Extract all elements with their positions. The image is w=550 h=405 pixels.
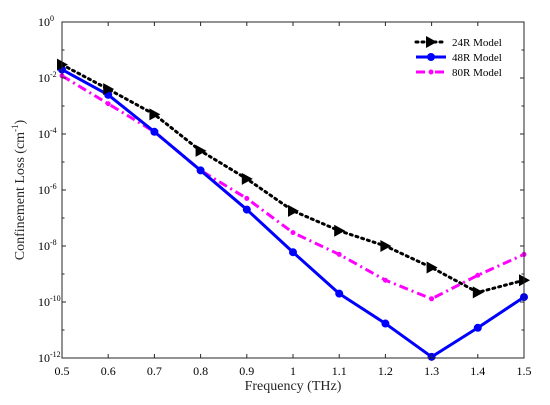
plot-frame: [61, 21, 525, 359]
series-line: [60, 63, 526, 294]
data-point: [381, 319, 390, 328]
data-point: [472, 286, 484, 299]
legend-label: 80R Model: [452, 67, 502, 79]
y-tick-label: 10-10: [38, 294, 61, 309]
y-axis-label-close: ): [13, 119, 28, 124]
data-point: [289, 248, 297, 257]
data-point: [241, 172, 253, 185]
data-point: [288, 204, 299, 217]
data-point: [382, 277, 388, 283]
data-point: [103, 83, 115, 96]
x-tick-label: 1.5: [517, 364, 532, 378]
y-tick-label: 10-2: [38, 70, 57, 85]
data-point: [196, 166, 205, 175]
legend-label: 48R Model: [452, 52, 502, 64]
x-tick-label: 1.3: [424, 364, 439, 378]
legend-item: 80R Model: [416, 67, 502, 79]
y-tick-label: 100: [38, 14, 54, 29]
legend-item: 48R Model: [416, 52, 502, 64]
legend-swatch-marker: [427, 53, 435, 61]
data-point: [149, 108, 161, 121]
y-tick-label: 10-4: [38, 126, 57, 141]
y-axis-label-sup: -1: [10, 124, 20, 132]
data-point: [335, 289, 344, 298]
x-tick-label: 0.7: [147, 364, 162, 378]
legend-label: 24R Model: [452, 37, 502, 49]
x-tick-label: 0.5: [55, 364, 70, 378]
data-point: [244, 195, 250, 201]
x-axis-label: Frequency (THz): [245, 379, 342, 394]
y-tick-label: 10-12: [38, 350, 61, 365]
data-point: [334, 224, 346, 237]
series-48r-model: [58, 65, 528, 361]
legend-item: 24R Model: [414, 36, 502, 49]
y-axis-label-main: Confinement Loss (cm: [13, 132, 28, 260]
y-tick-label: 10-8: [38, 238, 57, 253]
series-80r-model: [59, 73, 527, 302]
x-tick-label: 0.9: [239, 364, 254, 378]
data-point: [473, 323, 482, 332]
x-tick-label: 1.2: [378, 364, 393, 378]
ticks-layer: 0.5 0.6 0.7 0.8 0.9 1 1.1 1.2 1.3 1.4 1.5 10-12 10-1…: [38, 14, 532, 378]
data-point: [336, 251, 342, 257]
data-point: [475, 272, 481, 278]
x-tick-label: 1: [290, 364, 296, 378]
x-tick-label: 0.8: [193, 364, 208, 378]
legend-swatch-marker: [426, 36, 437, 48]
legend-swatch-marker: [428, 69, 434, 75]
data-point: [380, 240, 392, 252]
data-point: [150, 127, 159, 136]
legend: 24R Model 48R Model 80R Model: [412, 32, 520, 82]
data-point: [105, 101, 111, 107]
data-point: [290, 230, 296, 236]
x-tick-label: 0.6: [101, 364, 116, 378]
data-point: [429, 296, 435, 302]
y-tick-label: 10-6: [38, 182, 57, 197]
x-tick-label: 1.1: [332, 364, 347, 378]
series-layer: [57, 58, 530, 361]
data-point: [195, 144, 207, 157]
series-24r-model: [57, 58, 530, 299]
x-tick-label: 1.4: [470, 364, 485, 378]
y-axis-label: Confinement Loss (cm-1): [10, 119, 28, 260]
data-point: [242, 205, 251, 214]
data-point: [426, 261, 438, 274]
